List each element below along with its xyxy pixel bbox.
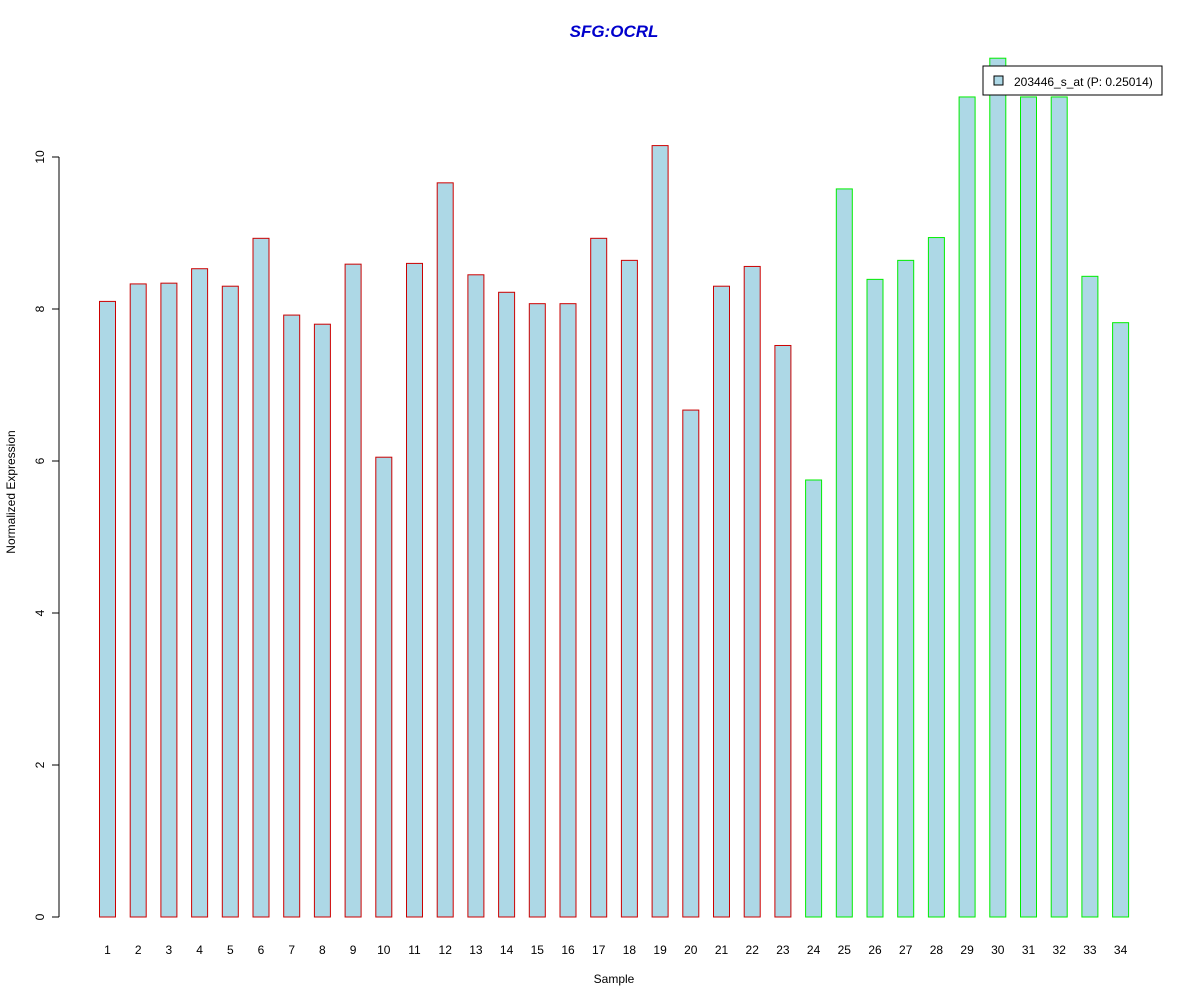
bars bbox=[99, 57, 1130, 918]
x-tick-label: 29 bbox=[960, 943, 974, 957]
bar-sample-29 bbox=[958, 96, 976, 918]
x-tick-label: 13 bbox=[469, 943, 483, 957]
bar-sample-34 bbox=[1112, 322, 1130, 918]
bar-sample-27 bbox=[897, 259, 915, 918]
legend-swatch bbox=[993, 75, 1004, 86]
x-tick-label: 21 bbox=[715, 943, 729, 957]
bar-sample-11 bbox=[406, 262, 423, 918]
y-axis: 0 2 4 6 8 10 bbox=[33, 150, 60, 920]
x-tick-label: 9 bbox=[350, 943, 357, 957]
x-tick-label: 33 bbox=[1083, 943, 1097, 957]
x-tick-label: 17 bbox=[592, 943, 606, 957]
x-tick-label: 32 bbox=[1053, 943, 1067, 957]
bar-sample-8 bbox=[313, 323, 331, 918]
x-tick-label: 7 bbox=[288, 943, 295, 957]
y-axis-label: Normalized Expression bbox=[4, 430, 18, 553]
bar-sample-5 bbox=[221, 285, 239, 918]
x-tick-label: 22 bbox=[746, 943, 760, 957]
bar-sample-19 bbox=[651, 145, 669, 918]
bar-sample-12 bbox=[436, 182, 454, 918]
bar-sample-26 bbox=[866, 278, 884, 918]
bar-sample-3 bbox=[160, 282, 178, 918]
x-tick-label: 24 bbox=[807, 943, 821, 957]
x-tick-label: 6 bbox=[258, 943, 265, 957]
bar-sample-22 bbox=[743, 265, 761, 918]
x-tick-label: 23 bbox=[776, 943, 790, 957]
bar-sample-28 bbox=[927, 237, 945, 918]
x-tick-label: 12 bbox=[439, 943, 453, 957]
bar-sample-30 bbox=[989, 57, 1007, 918]
x-tick-label: 28 bbox=[930, 943, 944, 957]
x-tick-label: 34 bbox=[1114, 943, 1128, 957]
bar-sample-1 bbox=[99, 300, 116, 918]
x-tick-label: 4 bbox=[196, 943, 203, 957]
y-tick-label: 2 bbox=[33, 761, 47, 768]
bar-sample-32 bbox=[1050, 96, 1068, 918]
x-tick-label: 15 bbox=[531, 943, 545, 957]
x-tick-label: 10 bbox=[377, 943, 391, 957]
x-tick-label: 31 bbox=[1022, 943, 1036, 957]
bar-sample-4 bbox=[191, 268, 209, 918]
bar-sample-25 bbox=[835, 188, 853, 918]
x-tick-label: 1 bbox=[104, 943, 111, 957]
y-tick-label: 8 bbox=[33, 305, 47, 312]
bar-sample-13 bbox=[467, 274, 485, 918]
bar-sample-10 bbox=[375, 456, 393, 918]
bar-sample-24 bbox=[805, 479, 823, 918]
bar-sample-15 bbox=[528, 303, 546, 918]
bar-sample-16 bbox=[559, 303, 577, 918]
x-tick-label: 11 bbox=[408, 943, 421, 957]
x-tick-label: 5 bbox=[227, 943, 234, 957]
y-tick-label: 10 bbox=[33, 150, 47, 164]
bar-sample-23 bbox=[774, 344, 792, 918]
bar-sample-9 bbox=[344, 263, 362, 918]
x-tick-label: 26 bbox=[868, 943, 882, 957]
x-tick-labels: 1 2 3 4 5 6 7 8 9 10 11 12 13 14 15 16 17 18 19 20 21 22 23 24 2… bbox=[104, 943, 1127, 957]
y-tick-label: 4 bbox=[33, 609, 47, 616]
bar-sample-18 bbox=[620, 259, 638, 918]
bar-sample-17 bbox=[590, 237, 608, 918]
x-tick-label: 3 bbox=[166, 943, 173, 957]
bar-sample-21 bbox=[713, 285, 730, 918]
legend-label: 203446_s_at (P: 0.25014) bbox=[1014, 75, 1153, 89]
y-tick-label: 0 bbox=[33, 913, 47, 920]
x-tick-label: 18 bbox=[623, 943, 637, 957]
y-tick-label: 6 bbox=[33, 457, 47, 464]
legend: 203446_s_at (P: 0.25014) bbox=[982, 65, 1163, 96]
x-tick-label: 20 bbox=[684, 943, 698, 957]
legend-box bbox=[982, 65, 1163, 96]
x-axis-label: Sample bbox=[594, 972, 635, 986]
bar-sample-14 bbox=[498, 291, 516, 918]
x-tick-label: 25 bbox=[838, 943, 852, 957]
x-tick-label: 16 bbox=[561, 943, 575, 957]
chart-title: SFG:OCRL bbox=[570, 22, 659, 41]
x-tick-label: 19 bbox=[653, 943, 667, 957]
bar-sample-33 bbox=[1081, 275, 1099, 918]
bar-sample-2 bbox=[129, 283, 147, 918]
bar-sample-20 bbox=[682, 409, 700, 918]
x-tick-label: 2 bbox=[135, 943, 142, 957]
bar-sample-6 bbox=[252, 237, 270, 918]
x-tick-label: 14 bbox=[500, 943, 514, 957]
x-tick-label: 8 bbox=[319, 943, 326, 957]
bar-sample-7 bbox=[283, 314, 301, 918]
x-tick-label: 27 bbox=[899, 943, 913, 957]
x-tick-label: 30 bbox=[991, 943, 1005, 957]
bar-sample-31 bbox=[1020, 96, 1037, 918]
